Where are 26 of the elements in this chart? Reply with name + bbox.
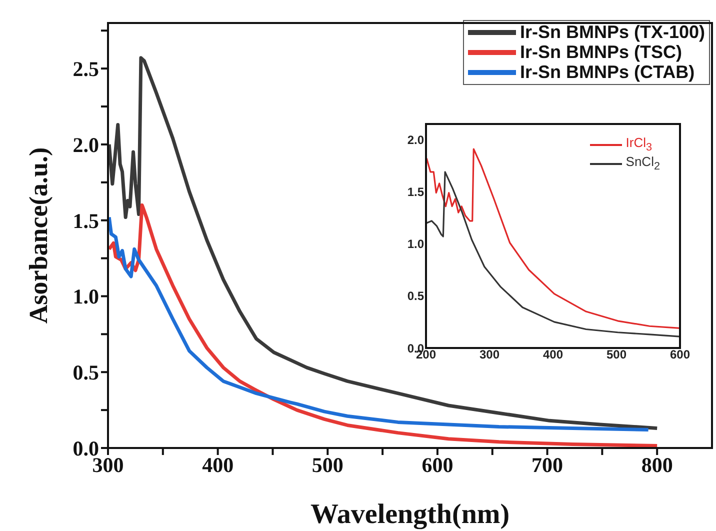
legend-label: Ir-Sn BMNPs (CTAB) bbox=[520, 62, 695, 82]
legend-label: Ir-Sn BMNPs (TSC) bbox=[520, 42, 682, 63]
y-tick-label: 1.5 bbox=[407, 184, 424, 199]
y-axis-title: Asorbance(a.u.) bbox=[24, 147, 54, 324]
y-tick-label: 0.5 bbox=[407, 289, 424, 304]
y-tick-label: 2.0 bbox=[407, 132, 424, 147]
y-tick-label: 1.0 bbox=[407, 237, 424, 252]
legend-label: IrCl$_{3}$ bbox=[626, 135, 652, 154]
y-tick-label: 1.5 bbox=[72, 208, 99, 233]
y-tick-label: 1.0 bbox=[72, 284, 99, 309]
x-tick-label: 800 bbox=[641, 452, 673, 477]
x-tick-label: 400 bbox=[202, 452, 234, 477]
x-tick-label: 300 bbox=[479, 348, 500, 362]
x-tick-label: 600 bbox=[422, 452, 454, 477]
x-tick-label: 600 bbox=[670, 348, 690, 362]
line-series bbox=[426, 171, 680, 338]
x-tick-label: 500 bbox=[606, 348, 627, 362]
y-tick-label: 2.5 bbox=[72, 56, 99, 81]
legend-label: Ir-Sn BMNPs (TX-100) bbox=[520, 22, 705, 43]
x-tick-label: 700 bbox=[532, 452, 564, 477]
legend-label: SnCl$_{2}$ bbox=[626, 154, 660, 173]
x-tick-label: 500 bbox=[312, 452, 344, 477]
x-axis-title: Wavelength(nm) bbox=[310, 499, 510, 530]
y-tick-label: 0.5 bbox=[72, 360, 99, 385]
x-tick-label: 400 bbox=[542, 348, 564, 362]
y-tick-label: 2.0 bbox=[72, 132, 99, 157]
